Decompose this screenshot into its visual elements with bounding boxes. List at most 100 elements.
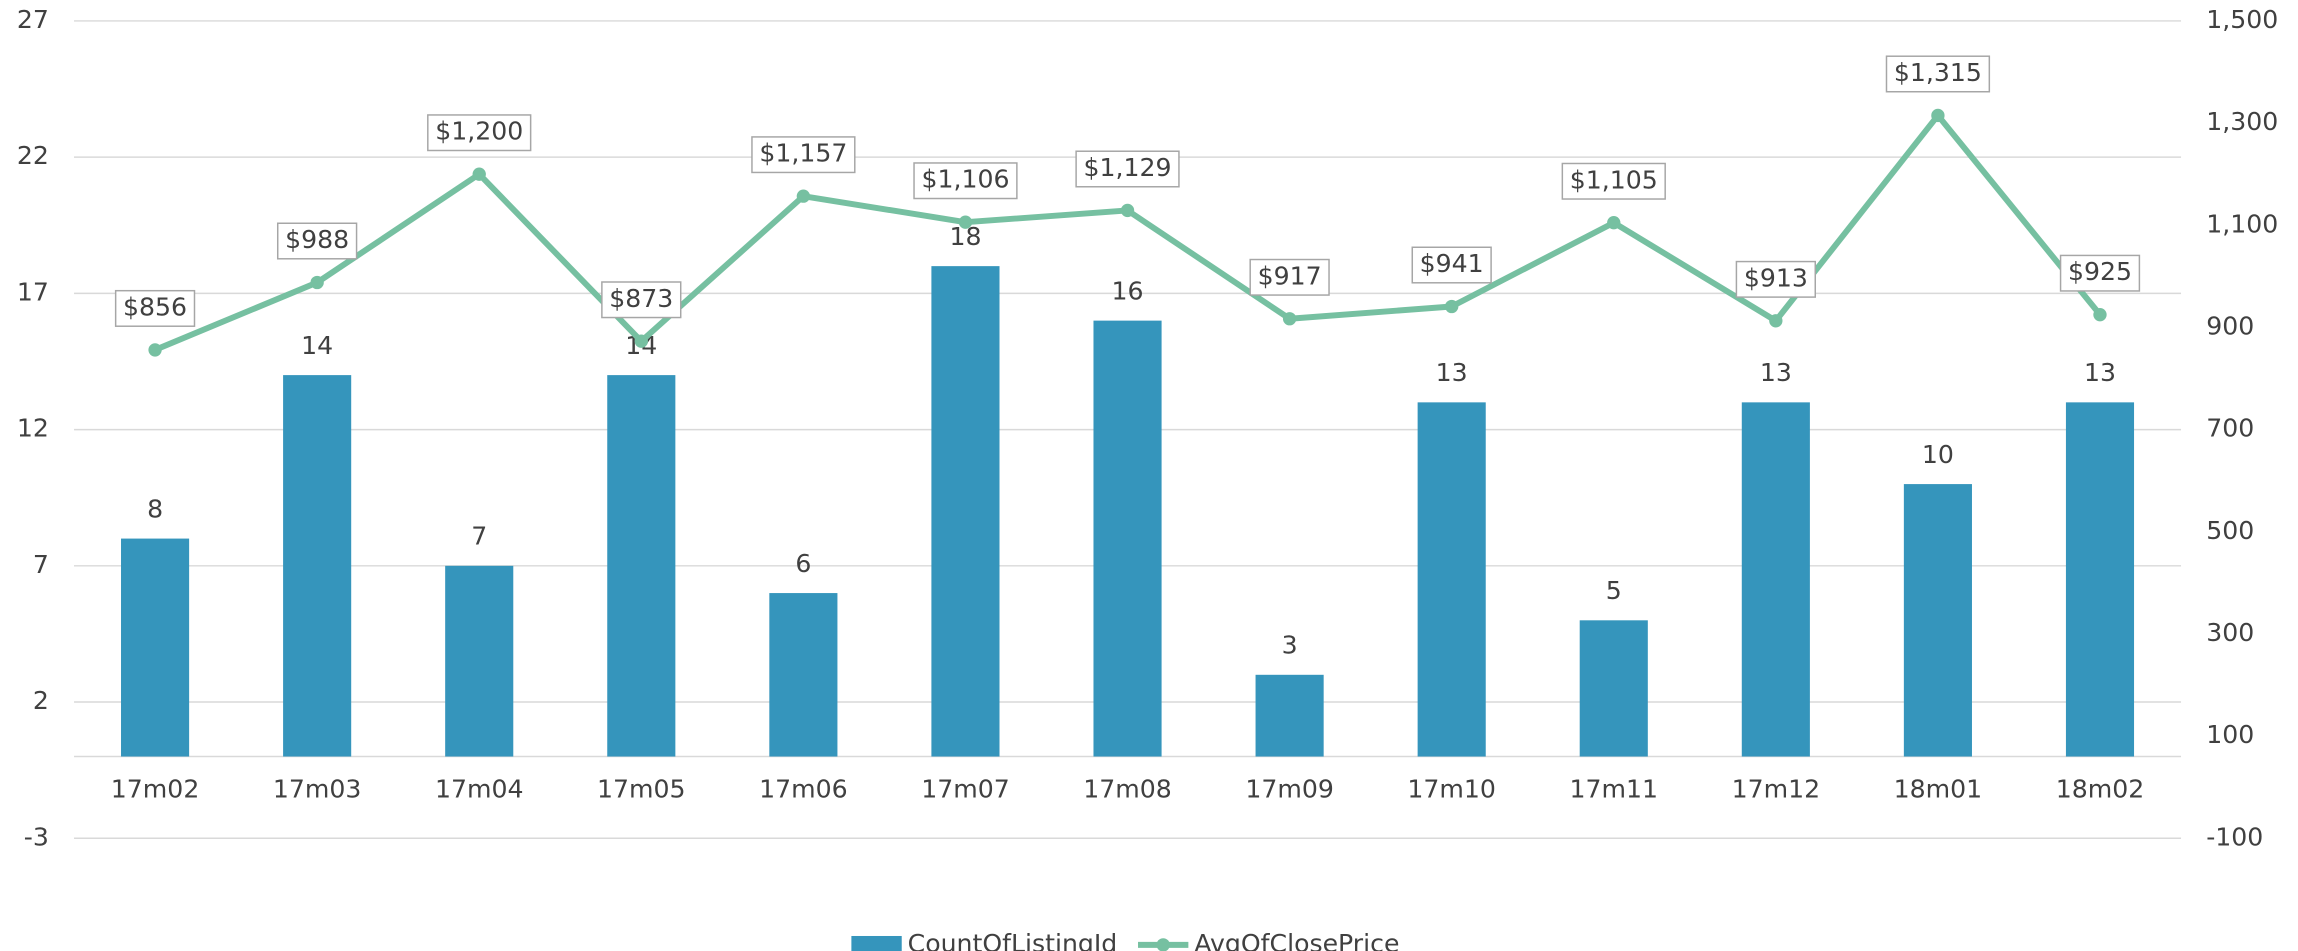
line-label: $917 [1258,261,1322,290]
y2-tick-label: 500 [2206,516,2254,545]
line-label: $1,105 [1570,165,1658,194]
line-point [472,167,486,181]
bar [1903,484,1972,757]
line-point [148,343,162,357]
line-label: $856 [123,292,187,321]
label-box [276,222,358,260]
value-label: $1,129 [1075,150,1180,188]
bar-label: 10 [1922,440,1954,469]
x-tick-label: 17m04 [435,775,524,804]
x-tick-label: 17m10 [1407,775,1496,804]
value-label: $925 [2059,254,2141,292]
x-tick-label: 17m05 [597,775,686,804]
value-label: $1,105 [1561,162,1666,200]
legend-label: AvgOfClosePrice [1194,929,1399,951]
line-label: $1,315 [1894,58,1982,87]
line-point [310,275,324,290]
line-label: $1,129 [1084,153,1172,182]
y2-tick-label: 100 [2206,720,2254,749]
y-tick-label: 2 [33,686,49,715]
line-point [1120,203,1135,218]
bar-label: 13 [1436,358,1468,387]
bar [1255,674,1324,757]
bar-label: 6 [795,549,811,578]
bar [1741,402,1810,757]
line-point [958,215,973,229]
value-label: $1,200 [427,114,532,152]
legend: CountOfListingId AvgOfClosePrice [851,929,1399,951]
label-box [601,281,682,319]
bar [769,593,838,757]
bar-label: 3 [1282,631,1298,660]
legend-swatch-point [1156,938,1170,951]
bar [121,538,190,757]
y2-tick-label: 1,300 [2206,107,2278,136]
bar-label: 7 [471,522,487,551]
line-label: $1,106 [921,165,1009,194]
y2-tick-label: -100 [2206,822,2263,851]
legend-swatch [851,935,902,951]
value-label: $941 [1411,246,1492,284]
x-tick-label: 17m06 [759,775,848,804]
x-tick-label: 17m09 [1245,775,1334,804]
line-point [1445,299,1459,314]
x-tick-label: 18m02 [2056,775,2145,804]
y-tick-label: 7 [33,550,49,579]
line-point [1607,216,1621,230]
bar [1579,620,1648,757]
x-tick-label: 18m01 [1894,775,1983,804]
value-label: $856 [114,289,196,327]
value-label: $988 [276,222,358,260]
line-label: $941 [1420,249,1484,278]
line-label: $1,200 [435,117,523,146]
line-label: $925 [2068,257,2132,286]
x-tick-label: 17m11 [1569,775,1658,804]
value-label: $1,315 [1885,55,1991,93]
bar [1093,320,1162,757]
y-tick-label: -3 [24,822,49,851]
label-box [1075,150,1180,188]
y-tick-label: 27 [17,5,49,34]
line-point [1282,312,1297,326]
y2-tick-label: 900 [2206,311,2254,340]
line-point [1931,108,1945,123]
bar-label: 16 [1112,276,1144,305]
bar [283,375,352,757]
line-point [634,334,648,348]
bar-label: 14 [301,331,333,360]
bar-label: 8 [147,494,163,523]
line-label: $873 [609,284,673,313]
x-tick-label: 17m02 [111,775,200,804]
line-label: $913 [1744,263,1808,292]
value-label: $913 [1735,260,1816,298]
label-box [114,289,196,327]
value-label: $917 [1249,258,1330,296]
bar-label: 5 [1606,576,1622,605]
value-label: $1,157 [751,136,856,174]
y-tick-label: 12 [17,414,49,443]
y2-tick-label: 1,100 [2206,209,2278,238]
y2-tick-label: 1,500 [2206,5,2278,34]
value-label: $1,106 [913,162,1018,200]
legend-label: CountOfListingId [908,929,1118,951]
bar [1417,402,1486,757]
label-box [2059,254,2141,292]
y-tick-label: 17 [17,277,49,306]
x-tick-label: 17m07 [921,775,1010,804]
label-box [1411,246,1492,284]
bar-label: 13 [2084,358,2116,387]
line-label: $1,157 [759,139,847,168]
x-tick-label: 17m03 [273,775,362,804]
y-tick-label: 22 [17,141,49,170]
label-box [1885,55,1991,93]
y2-tick-label: 300 [2206,618,2254,647]
label-box [913,162,1018,200]
bar [931,266,1000,757]
bar-label: 13 [1760,358,1792,387]
y2-tick-label: 700 [2206,414,2254,443]
line-point [796,189,811,203]
bar [607,375,676,757]
label-box [1249,258,1330,296]
line-point [1769,314,1783,328]
